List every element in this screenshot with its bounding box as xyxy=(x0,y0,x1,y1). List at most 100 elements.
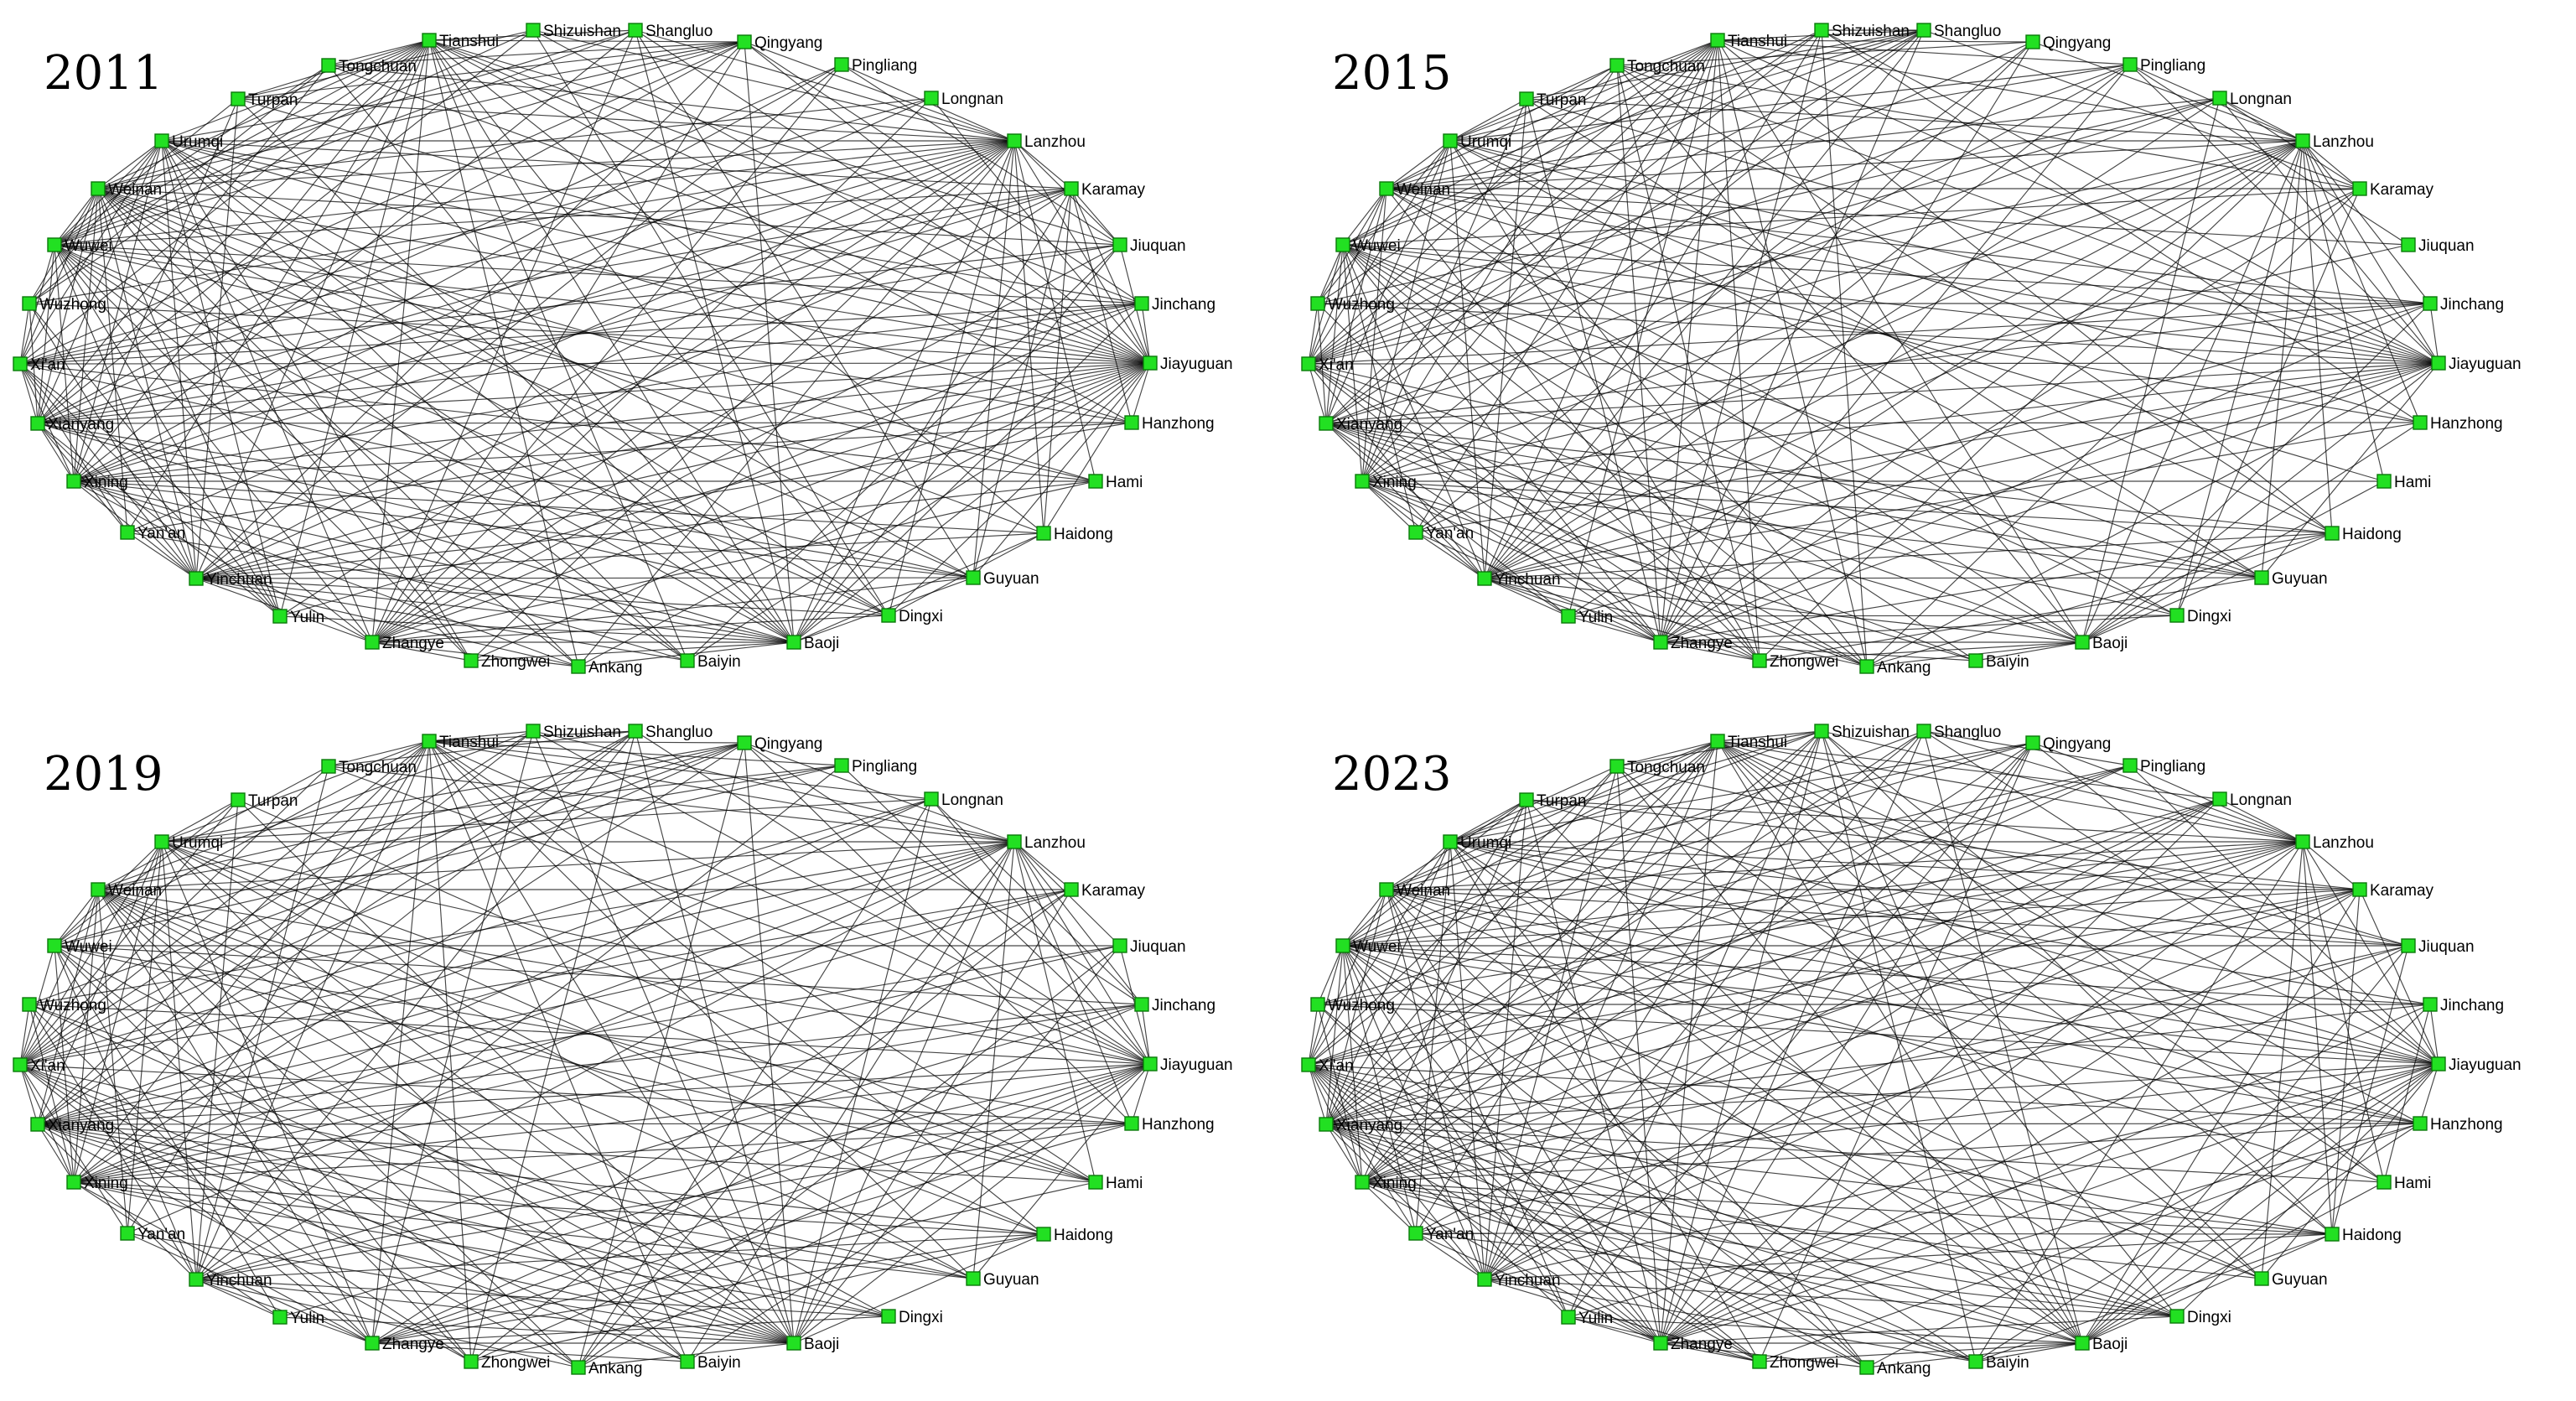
edge xyxy=(1415,1232,1485,1280)
edge xyxy=(1484,765,1618,1280)
edge xyxy=(54,188,1072,246)
edge xyxy=(2081,532,2333,643)
edge xyxy=(1308,363,1760,662)
edge xyxy=(578,362,1151,667)
edge xyxy=(1660,29,1925,643)
edge xyxy=(161,140,1151,364)
nodes: Tianshui Shizuishan Shangluo Qingyang Pingli… xyxy=(13,724,1233,1378)
city-node: Urumqi xyxy=(1443,133,1511,151)
edge xyxy=(793,841,1015,1344)
city-label: Yulin xyxy=(290,1310,324,1327)
city-label: Lanzhou xyxy=(1024,834,1086,852)
city-label: Jinchang xyxy=(1152,997,1215,1014)
edge xyxy=(1317,244,1344,304)
city-node: Longnan xyxy=(2212,91,2292,108)
edge xyxy=(1308,362,2439,365)
node-marker xyxy=(464,653,479,668)
edge xyxy=(1386,740,1718,890)
edge xyxy=(97,29,636,189)
edge xyxy=(73,29,636,482)
edge xyxy=(97,188,197,579)
edge xyxy=(1317,765,2131,1005)
city-node: Baiyin xyxy=(680,653,741,671)
edge xyxy=(54,244,75,482)
edge xyxy=(2261,1063,2439,1279)
edge xyxy=(37,423,974,579)
edge xyxy=(371,41,745,643)
edge xyxy=(371,64,842,643)
city-label: Xianyang xyxy=(1336,416,1402,433)
city-label: Dingxi xyxy=(2187,608,2231,625)
edge xyxy=(73,945,1121,1183)
edge xyxy=(1616,41,2034,66)
city-node: Jinchang xyxy=(2423,997,2504,1014)
city-node: Qingyang xyxy=(737,735,822,753)
edge xyxy=(2081,1123,2421,1344)
edge xyxy=(1449,841,2439,1065)
city-label: Lanzhou xyxy=(2313,133,2374,151)
node-marker xyxy=(1443,834,1458,849)
node-marker xyxy=(1355,474,1370,489)
city-label: Jiayuguan xyxy=(2449,1056,2522,1074)
city-node: Turpan xyxy=(231,792,298,810)
edge xyxy=(1386,188,2385,482)
city-node: Jiuquan xyxy=(1112,237,1186,255)
year-label-2019: 2019 xyxy=(44,747,163,802)
edge xyxy=(54,945,75,1183)
city-node: Shangluo xyxy=(1916,23,2001,40)
edge xyxy=(1308,1064,2421,1124)
edge xyxy=(1013,841,1151,1065)
edge xyxy=(29,742,745,1005)
edge xyxy=(1717,740,2333,1235)
edge xyxy=(1308,303,2431,365)
edge xyxy=(1449,730,1822,843)
node-marker xyxy=(881,1309,896,1324)
city-node: Yan'an xyxy=(120,525,185,542)
city-node: Baoji xyxy=(786,635,839,652)
edge xyxy=(73,742,745,1183)
city-node: Haidong xyxy=(2325,526,2402,543)
edge xyxy=(161,798,932,843)
edge xyxy=(1325,1123,2178,1317)
edge xyxy=(195,422,1133,579)
city-node: Jiuquan xyxy=(2401,237,2475,255)
edge xyxy=(97,39,430,189)
edge xyxy=(73,1181,1044,1235)
edge xyxy=(37,1004,1143,1125)
edge xyxy=(73,1181,795,1344)
edge xyxy=(161,799,239,843)
edge xyxy=(744,41,795,643)
city-label: Yan'an xyxy=(137,525,185,542)
edge xyxy=(37,423,281,617)
city-node: Baiyin xyxy=(680,1354,741,1372)
city-label: Yinchuan xyxy=(1495,571,1561,589)
node-marker xyxy=(1301,1057,1316,1072)
edge xyxy=(1325,1123,1868,1368)
edge xyxy=(1325,1123,2421,1125)
edge xyxy=(19,188,99,365)
edge xyxy=(371,140,1015,643)
city-label: Haidong xyxy=(2342,1227,2402,1244)
edge xyxy=(161,765,842,843)
edge xyxy=(1325,841,1451,1125)
edge xyxy=(37,1123,1096,1183)
edge xyxy=(19,1064,128,1234)
city-node: Xining xyxy=(1355,1175,1417,1192)
city-label: Ankang xyxy=(1877,659,1931,677)
edge xyxy=(371,1123,1133,1344)
edge xyxy=(127,841,1015,1234)
node-marker xyxy=(1379,882,1394,897)
edge xyxy=(161,841,1044,1235)
edge xyxy=(29,1004,75,1183)
node-marker xyxy=(13,1057,28,1072)
edge xyxy=(1484,39,1718,579)
edge xyxy=(1361,730,1925,1183)
edge xyxy=(1308,140,2304,365)
edge xyxy=(19,1064,579,1368)
edge xyxy=(1308,740,1718,1066)
city-label: Weinan xyxy=(108,181,162,199)
edge xyxy=(54,188,99,246)
edge xyxy=(1325,423,1868,667)
edge xyxy=(73,140,1015,482)
city-node: Hanzhong xyxy=(1124,1116,1215,1134)
